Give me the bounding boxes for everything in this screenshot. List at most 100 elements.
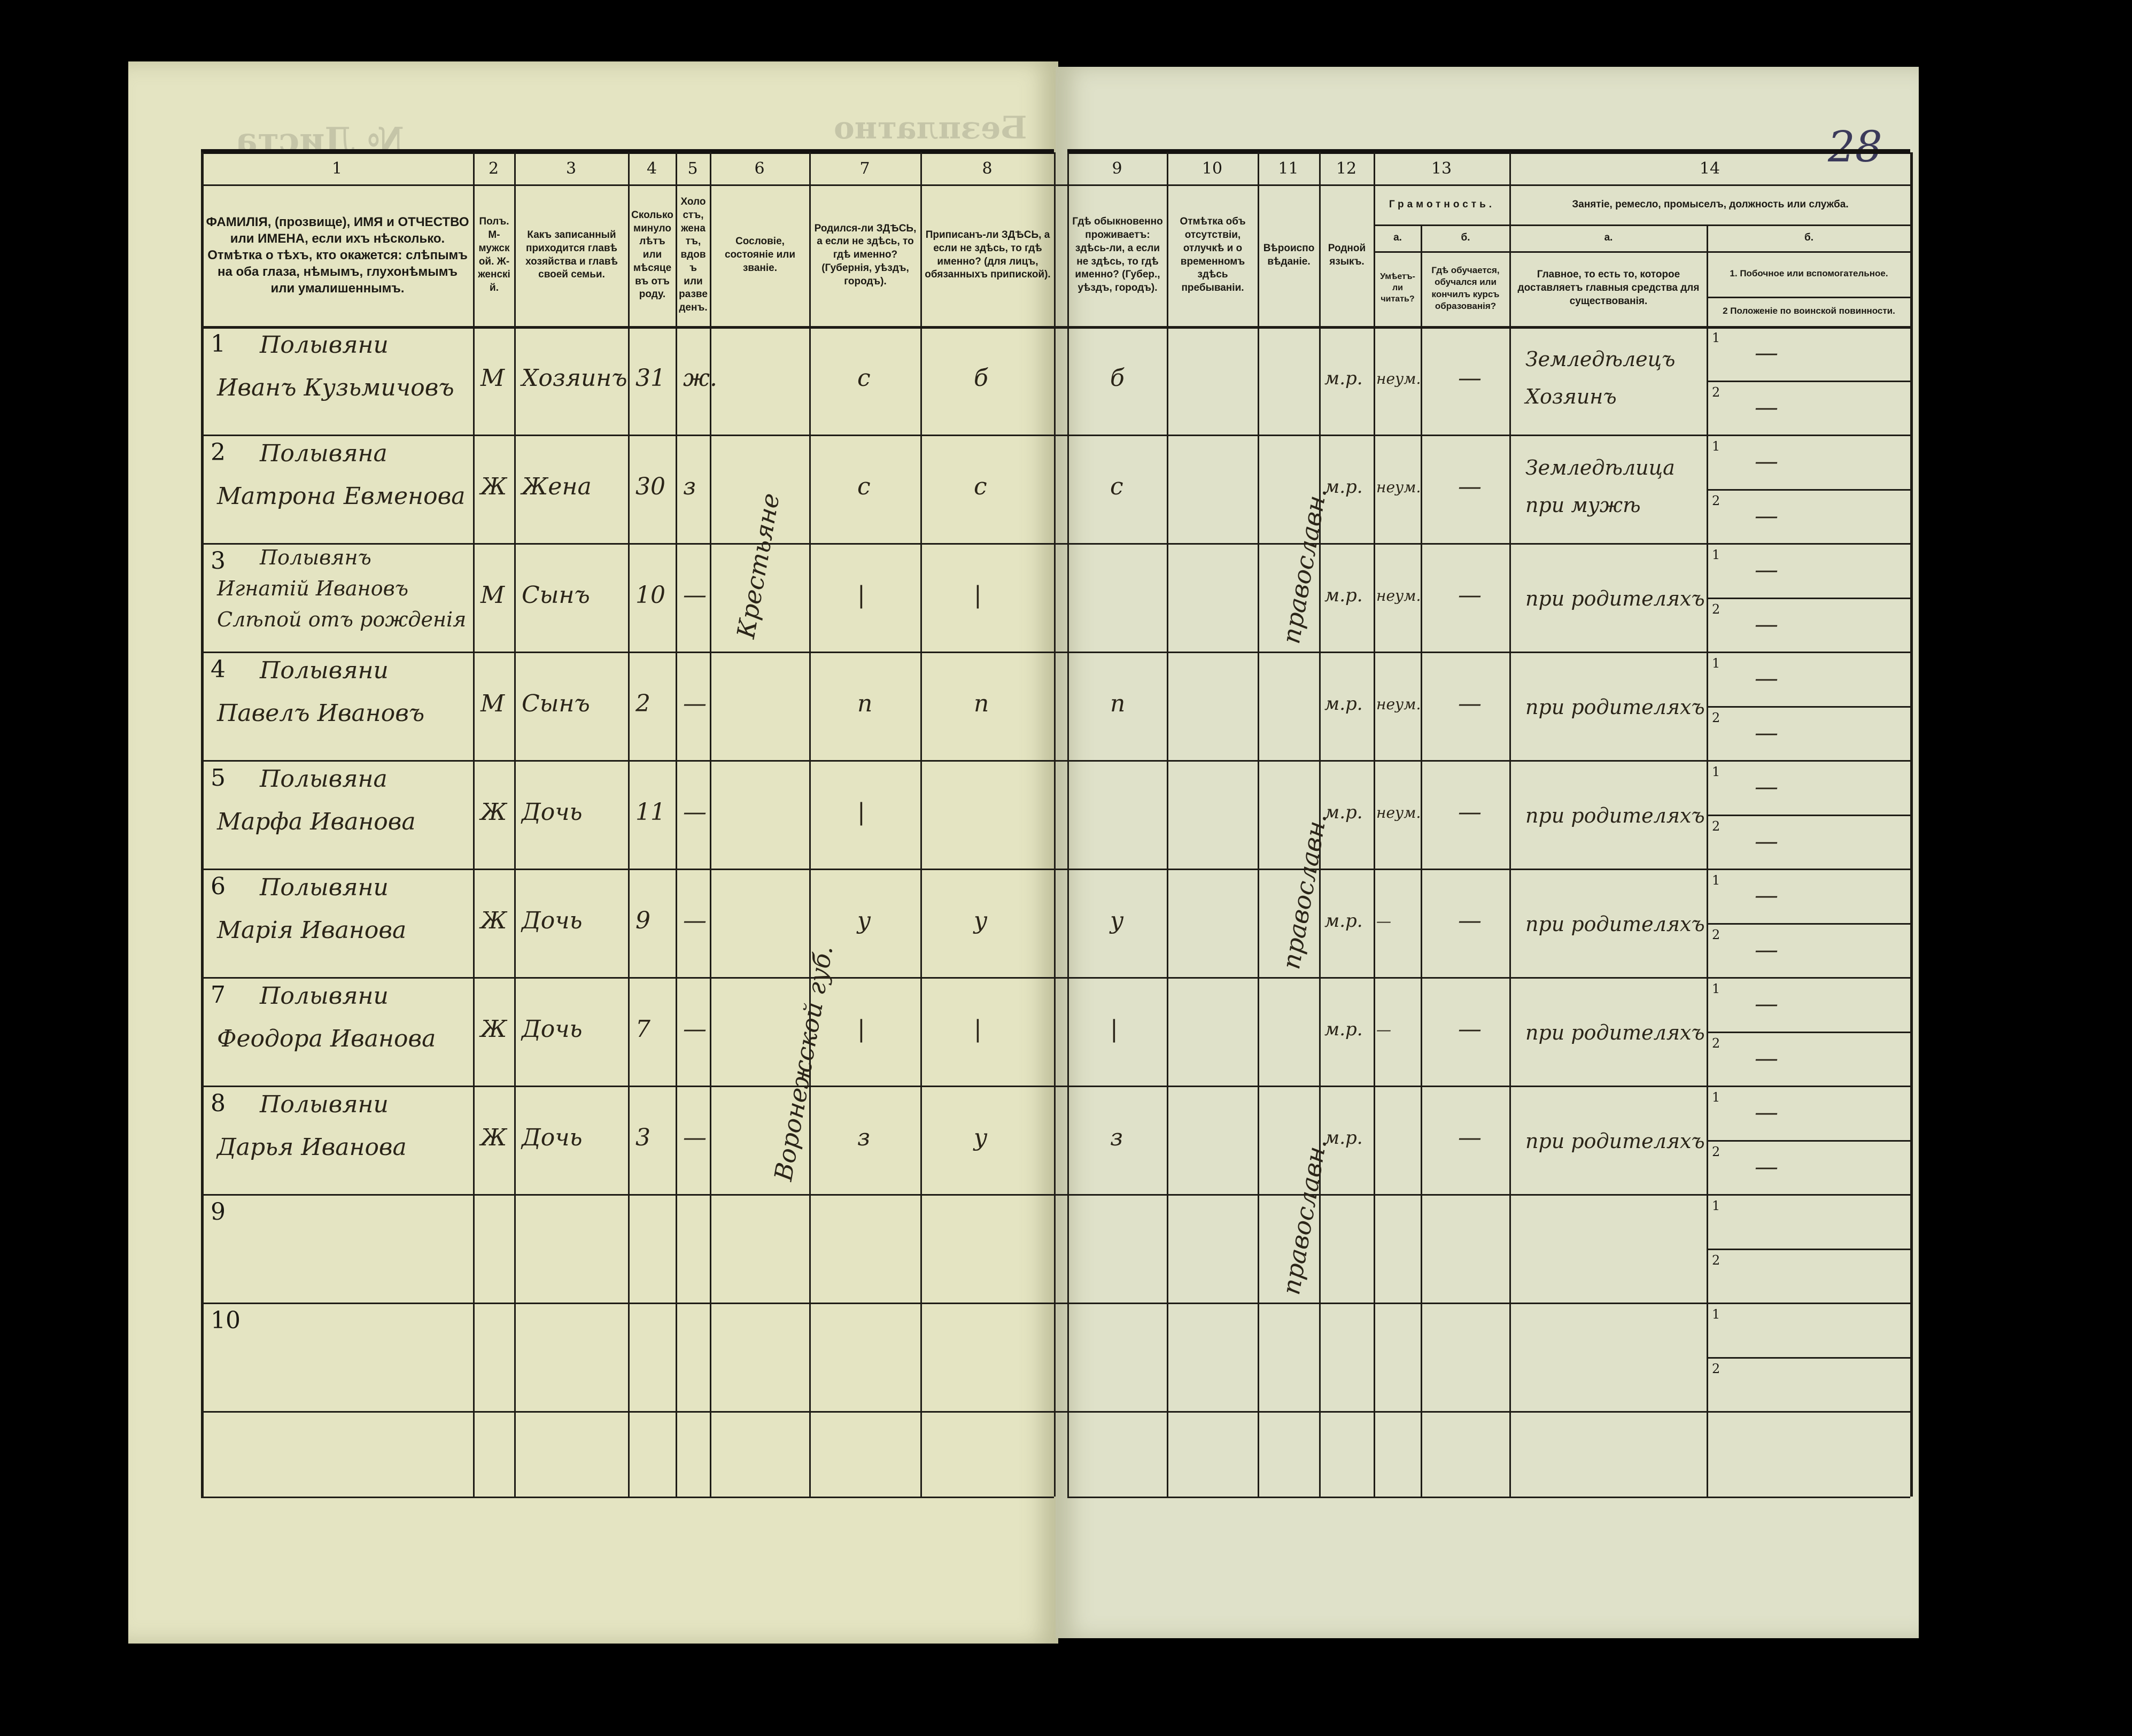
can-read-cell: неум. [1376, 478, 1421, 496]
sub-label-2: 2 [1712, 710, 1720, 725]
header-col4: Сколько минуло лѣтъ или мѣсяцевъ отъ род… [631, 210, 673, 300]
row-subdivider [1707, 1357, 1910, 1359]
table-border [1054, 152, 1056, 1497]
marital-status-cell: — [683, 581, 707, 609]
column-number: 5 [687, 159, 698, 178]
registration-cell: | [974, 1015, 982, 1043]
row-number: 7 [211, 981, 226, 1009]
row-subdivider [1707, 1031, 1910, 1033]
sub-label-1: 1 [1712, 1198, 1720, 1213]
header-col2: Полъ. М-мужской. Ж-женскій. [478, 216, 510, 293]
age-cell: 31 [635, 364, 665, 392]
person-name: Полывяни [260, 874, 389, 901]
sex-cell: М [480, 689, 505, 717]
native-language-cell: м.р. [1324, 476, 1363, 498]
occupation-cell: при родителяхъ [1525, 695, 1705, 719]
column-divider [1258, 152, 1259, 1497]
sub-label-1: 1 [1712, 1090, 1720, 1105]
column-number: 14 [1699, 159, 1720, 178]
left-page [128, 61, 1058, 1644]
row-subdivider [1707, 923, 1910, 925]
registration-cell: у [974, 1123, 988, 1151]
header-col14a-letter: а. [1604, 231, 1613, 243]
header-col7: Родился-ли ЗДѢСЬ, а если не здѣсь, то гд… [814, 222, 917, 287]
row-divider [201, 869, 1910, 870]
header-col12: Родной языкъ. [1328, 242, 1366, 267]
native-language-cell: м.р. [1324, 1018, 1363, 1040]
marital-status-cell: ж. [683, 364, 718, 392]
birthplace-cell: с [857, 472, 871, 500]
column-number: 12 [1336, 159, 1357, 178]
column-divider [628, 152, 630, 1497]
relation-cell: Жена [522, 472, 592, 500]
column-number: 9 [1112, 159, 1122, 178]
person-name: Полывяни [260, 331, 389, 359]
military-status-cell: — [1755, 936, 1778, 964]
residence-cell: у [1110, 906, 1124, 934]
person-name: Полывяни [260, 657, 389, 684]
row-number: 8 [211, 1090, 226, 1117]
table-top-border [201, 149, 1054, 154]
column-number: 10 [1201, 159, 1223, 178]
sub-label-1: 1 [1712, 330, 1720, 345]
sex-cell: М [480, 364, 505, 392]
sub-label-1: 1 [1712, 873, 1720, 888]
birthplace-cell: с [857, 364, 871, 392]
marital-status-cell: — [683, 1015, 707, 1043]
column-divider [1167, 152, 1168, 1497]
side-occupation-cell: — [1755, 773, 1778, 801]
sub-label-1: 1 [1712, 439, 1720, 454]
can-read-cell: неум. [1376, 695, 1421, 713]
marital-status-cell: з [683, 472, 696, 500]
sex-cell: М [480, 581, 505, 609]
sub-label-1: 1 [1712, 1307, 1720, 1322]
header-col13a-letter: а. [1393, 231, 1402, 243]
occupation-cell: при родителяхъ [1525, 912, 1705, 936]
education-cell: — [1458, 798, 1482, 826]
column-divider [1319, 152, 1321, 1497]
person-name: Полывяни [260, 1091, 389, 1118]
occupation-cell: при родителяхъ [1525, 1129, 1705, 1153]
table-top-border [1067, 149, 1910, 154]
sub-label-2: 2 [1712, 818, 1720, 834]
column-divider [1707, 224, 1708, 1497]
person-name: Полывянъ [260, 546, 371, 569]
military-status-cell: — [1755, 502, 1778, 530]
side-occupation-cell: — [1755, 448, 1778, 475]
education-cell: — [1458, 1015, 1482, 1043]
row-subdivider [1707, 814, 1910, 816]
native-language-cell: м.р. [1324, 367, 1363, 389]
header-sub-divider [1374, 251, 1910, 253]
column-divider [514, 152, 516, 1497]
age-cell: 2 [635, 689, 650, 717]
marital-status-cell: — [683, 689, 707, 717]
relation-cell: Хозяинъ [522, 364, 627, 392]
side-occupation-cell: — [1755, 882, 1778, 909]
occupation-cell: при родителяхъ [1525, 586, 1705, 610]
row-number: 1 [211, 330, 226, 358]
birthplace-cell: п [857, 689, 873, 717]
person-name: Марія Иванова [217, 917, 407, 944]
military-status-cell: — [1755, 1153, 1778, 1181]
row-divider [201, 1086, 1910, 1087]
person-name: Дарья Иванова [217, 1134, 407, 1161]
side-occupation-cell: — [1755, 990, 1778, 1018]
occupation-cell: при родителяхъ [1525, 1020, 1705, 1044]
military-status-cell: — [1755, 827, 1778, 855]
birthplace-cell: у [857, 906, 871, 934]
registration-cell: с [974, 472, 987, 500]
header-col8: Приписанъ-ли ЗДѢСЬ, а если не здѣсь, то … [925, 229, 1051, 281]
age-cell: 11 [635, 798, 665, 826]
can-read-cell: — [1376, 1020, 1391, 1038]
sub-label-2: 2 [1712, 1361, 1720, 1376]
sub-label-2: 2 [1712, 1252, 1720, 1268]
column-number: 8 [982, 159, 993, 178]
column-number: 4 [646, 159, 657, 178]
row-divider [201, 1303, 1910, 1304]
marital-status-cell: — [683, 906, 707, 934]
native-language-cell: м.р. [1324, 801, 1363, 823]
column-divider [1421, 224, 1422, 1497]
residence-cell: п [1110, 689, 1126, 717]
native-language-cell: м.р. [1324, 584, 1363, 606]
header-col13b-letter: б. [1461, 231, 1470, 243]
